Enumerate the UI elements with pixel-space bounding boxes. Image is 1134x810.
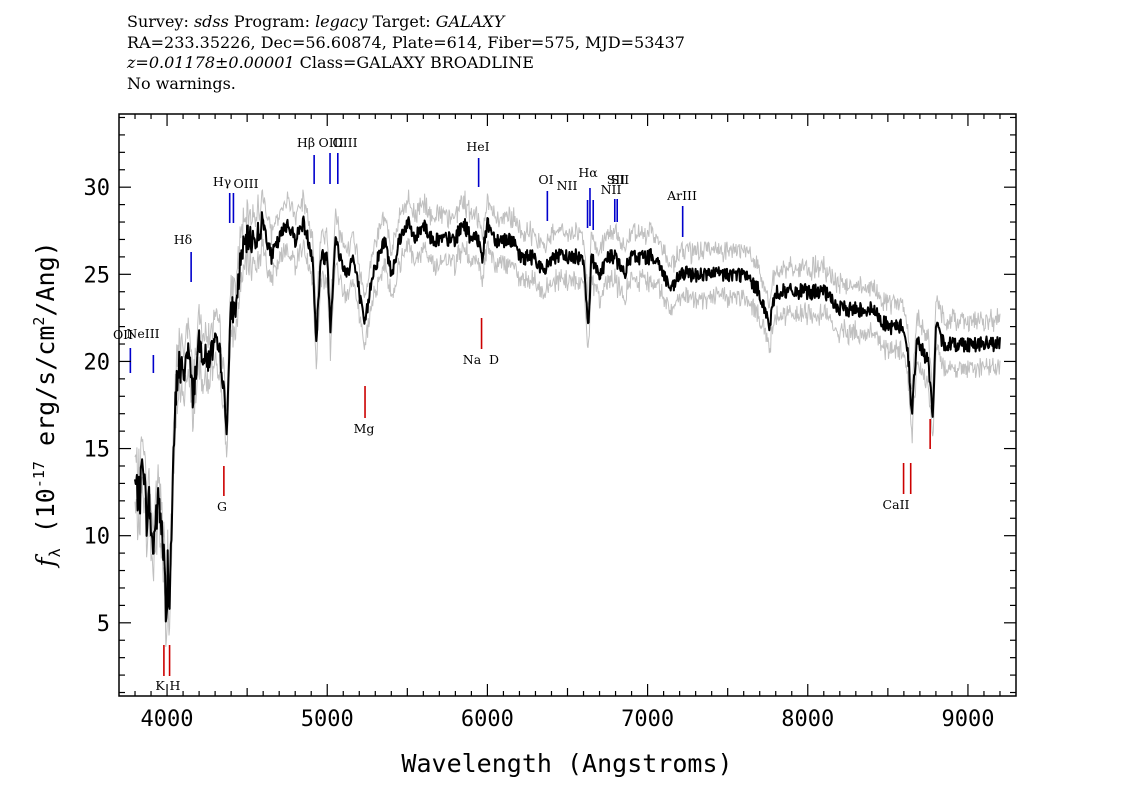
- class-value: Class=GALAXY BROADLINE: [299, 53, 534, 72]
- x-tick-label: 6000: [461, 707, 514, 732]
- x-axis-title: Wavelength (Angstroms): [401, 749, 732, 778]
- target-value: GALAXY: [435, 12, 505, 31]
- x-tick-label: 4000: [141, 707, 194, 732]
- y-tick-label: 15: [84, 438, 111, 463]
- absorption-line-label: H: [170, 678, 181, 693]
- survey-value: sdss: [193, 12, 229, 31]
- emission-line-label: SII: [607, 172, 626, 187]
- absorption-line-label: CaII: [883, 497, 910, 512]
- emission-line-label: OII: [113, 327, 133, 342]
- emission-line-label: NeIII: [126, 326, 159, 341]
- emission-line-label: OIII: [318, 135, 343, 150]
- error-band-upper: [134, 189, 1001, 598]
- absorption-line-label: K: [155, 678, 165, 693]
- spectrum-header: Survey: sdss Program: legacy Target: GAL…: [127, 12, 685, 94]
- y-tick-label: 10: [84, 525, 111, 550]
- absorption-line-label: D: [489, 352, 499, 367]
- emission-line-label: SII: [611, 172, 630, 187]
- redshift-value: z=0.01178±0.00001: [127, 53, 295, 72]
- y-tick-label: 25: [84, 263, 111, 288]
- tick-labels: 4000 5000 6000 7000 8000 9000 5 10 15 20 25 30: [84, 176, 995, 732]
- absorption-line-label: Mg: [354, 421, 375, 436]
- y-tick-label: 5: [97, 612, 110, 637]
- program-value: legacy: [315, 12, 368, 31]
- survey-label: Survey:: [127, 12, 189, 31]
- flux-series: [134, 211, 1001, 623]
- target-label: Target:: [372, 12, 431, 31]
- header-line-survey: Survey: sdss Program: legacy Target: GAL…: [127, 12, 685, 33]
- x-tick-label: 7000: [621, 707, 674, 732]
- header-line-redshift: z=0.01178±0.00001 Class=GALAXY BROADLINE: [127, 53, 685, 74]
- absorption-line-label: G: [217, 499, 227, 514]
- header-line-coordinates: RA=233.35226, Dec=56.60874, Plate=614, F…: [127, 32, 685, 52]
- x-tick-label: 5000: [301, 707, 354, 732]
- error-band: [134, 189, 1001, 647]
- emission-line-label: Hα: [578, 165, 598, 180]
- x-tick-label: 8000: [781, 707, 834, 732]
- y-tick-label: 20: [84, 350, 111, 375]
- emission-line-label: Hγ: [213, 174, 231, 189]
- x-tick-label: 9000: [941, 707, 994, 732]
- emission-line-label: Hβ: [297, 135, 315, 150]
- axis-ticks: [119, 114, 1016, 696]
- emission-line-label: ArIII: [666, 188, 697, 203]
- y-tick-label: 30: [84, 176, 111, 201]
- program-label: Program:: [233, 12, 310, 31]
- emission-line-label: NII: [601, 182, 622, 197]
- emission-line-label: HeI: [466, 139, 489, 154]
- plot-frame: [118, 113, 1017, 697]
- emission-line-label: NII: [557, 178, 578, 193]
- flux-line: [134, 211, 1001, 623]
- emission-line-label: OI: [538, 172, 553, 187]
- header-line-warnings: No warnings.: [127, 73, 236, 93]
- error-band-lower: [134, 233, 1001, 647]
- y-axis-title: fλ (10-17 erg/s/cm2/Ang): [30, 241, 64, 568]
- emission-line-label: Hδ: [174, 232, 192, 247]
- emission-line-label: OIII: [332, 135, 357, 150]
- absorption-line-label: Na: [463, 352, 482, 367]
- emission-line-label: OIII: [233, 176, 258, 191]
